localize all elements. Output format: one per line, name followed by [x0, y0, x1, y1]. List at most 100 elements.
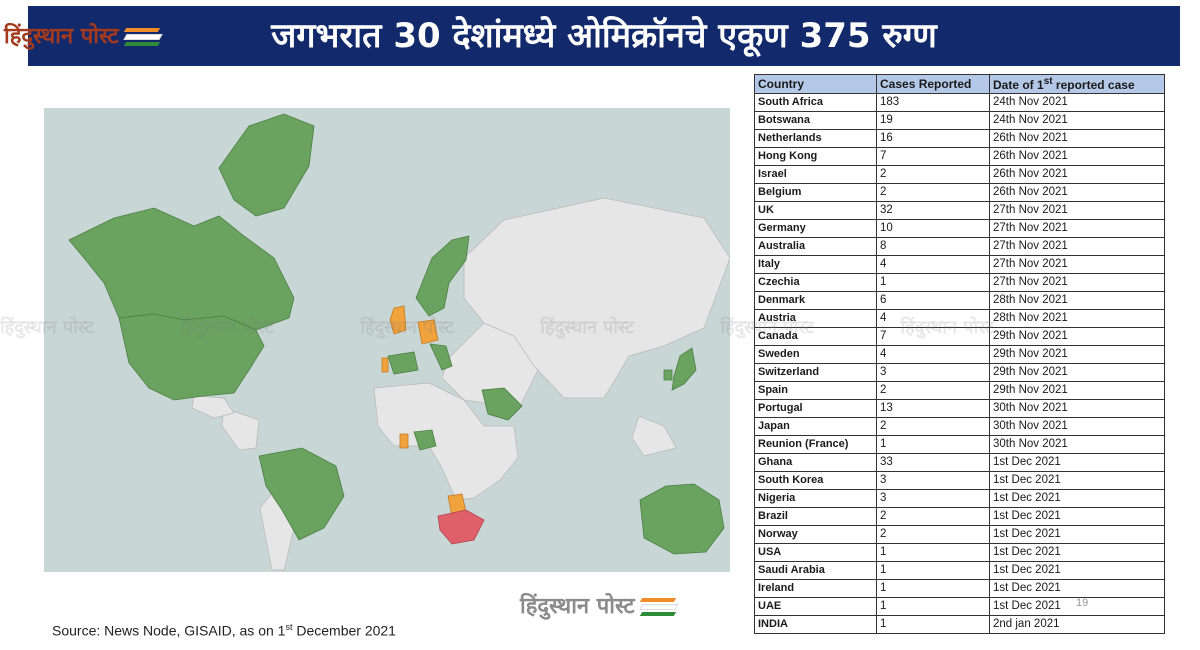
cell-country: Austria [754, 309, 877, 328]
cell-country: Portugal [754, 399, 877, 418]
cell-country: South Africa [754, 93, 877, 112]
cell-date: 27th Nov 2021 [989, 201, 1165, 220]
table-row: Belgium 2 26th Nov 2021 [754, 183, 1165, 202]
cell-date: 27th Nov 2021 [989, 219, 1165, 238]
table-row: Denmark 6 28th Nov 2021 [754, 291, 1165, 310]
table-row: Norway 2 1st Dec 2021 [754, 525, 1165, 544]
map-south-africa [437, 509, 485, 545]
table-row: Czechia 1 27th Nov 2021 [754, 273, 1165, 292]
header-date-label: Date of 1 [993, 78, 1044, 92]
cell-country: UAE [754, 597, 877, 616]
cell-country: Netherlands [754, 129, 877, 148]
cell-date: 1st Dec 2021 [989, 525, 1165, 544]
cell-cases: 1 [876, 273, 990, 292]
map-portugal [381, 357, 389, 373]
table-row: INDIA 1 2nd jan 2021 [754, 615, 1165, 634]
table-row: Saudi Arabia 1 1st Dec 2021 [754, 561, 1165, 580]
cell-country: Israel [754, 165, 877, 184]
flag-stripes-icon [122, 26, 163, 48]
map-japan [671, 347, 697, 391]
table-row: South Korea 3 1st Dec 2021 [754, 471, 1165, 490]
table-row: USA 1 1st Dec 2021 [754, 543, 1165, 562]
cell-date: 1st Dec 2021 [989, 543, 1165, 562]
cell-cases: 1 [876, 615, 990, 634]
cell-date: 27th Nov 2021 [989, 237, 1165, 256]
cell-cases: 19 [876, 111, 990, 130]
cell-date: 1st Dec 2021 [989, 561, 1165, 580]
table-row: Ireland 1 1st Dec 2021 [754, 579, 1165, 598]
flag-stripes-icon [638, 596, 679, 618]
cases-table: Country Cases Reported Date of 1st repor… [754, 74, 1165, 634]
cell-country: Italy [754, 255, 877, 274]
table-header-row: Country Cases Reported Date of 1st repor… [754, 74, 1165, 94]
cell-country: Switzerland [754, 363, 877, 382]
table-body: South Africa 183 24th Nov 2021 Botswana 19 24… [754, 93, 1165, 634]
table-row: Portugal 13 30th Nov 2021 [754, 399, 1165, 418]
table-row: Reunion (France) 1 30th Nov 2021 [754, 435, 1165, 454]
cell-country: USA [754, 543, 877, 562]
cell-date: 26th Nov 2021 [989, 183, 1165, 202]
cell-country: Saudi Arabia [754, 561, 877, 580]
cell-date: 29th Nov 2021 [989, 345, 1165, 364]
map-italy [429, 343, 453, 371]
cell-date: 24th Nov 2021 [989, 111, 1165, 130]
cell-date: 29th Nov 2021 [989, 327, 1165, 346]
cell-date: 28th Nov 2021 [989, 291, 1165, 310]
cases-table-container: Country Cases Reported Date of 1st repor… [754, 74, 1165, 634]
table-row: Sweden 4 29th Nov 2021 [754, 345, 1165, 364]
map-canada [68, 207, 295, 331]
cell-country: UK [754, 201, 877, 220]
table-row: Australia 8 27th Nov 2021 [754, 237, 1165, 256]
map-brazil [258, 447, 345, 541]
cell-cases: 2 [876, 417, 990, 436]
map-saudi-arabia [481, 387, 523, 421]
header-cases: Cases Reported [876, 74, 990, 94]
map-norway-sweden [415, 235, 470, 317]
title-banner: जगभरात 30 देशांमध्ये ओमिक्रॉनचे एकूण 375… [28, 6, 1180, 66]
cell-date: 29th Nov 2021 [989, 381, 1165, 400]
cell-cases: 183 [876, 93, 990, 112]
cell-cases: 3 [876, 471, 990, 490]
cell-cases: 6 [876, 291, 990, 310]
cell-country: South Korea [754, 471, 877, 490]
cell-cases: 2 [876, 525, 990, 544]
cell-cases: 7 [876, 147, 990, 166]
cell-cases: 8 [876, 237, 990, 256]
cell-country: Ireland [754, 579, 877, 598]
header-date-sup: st [1043, 76, 1053, 87]
cell-cases: 1 [876, 561, 990, 580]
cell-date: 24th Nov 2021 [989, 93, 1165, 112]
cell-cases: 7 [876, 327, 990, 346]
cell-cases: 1 [876, 579, 990, 598]
cell-cases: 2 [876, 381, 990, 400]
table-row: Netherlands 16 26th Nov 2021 [754, 129, 1165, 148]
map-nigeria [413, 429, 437, 451]
table-row: Germany 10 27th Nov 2021 [754, 219, 1165, 238]
header-date-tail: reported case [1052, 78, 1135, 92]
map-usa [118, 313, 265, 401]
cell-country: Ghana [754, 453, 877, 472]
cell-cases: 2 [876, 507, 990, 526]
map-greenland [218, 113, 315, 217]
land-cases [68, 113, 725, 555]
cell-date: 1st Dec 2021 [989, 489, 1165, 508]
cell-date: 2nd jan 2021 [989, 615, 1165, 634]
brand-logo: हिंदुस्थान पोस्ट [4, 20, 163, 50]
cell-cases: 13 [876, 399, 990, 418]
source-tail: December 2021 [292, 622, 396, 639]
table-row: Israel 2 26th Nov 2021 [754, 165, 1165, 184]
table-row: Switzerland 3 29th Nov 2021 [754, 363, 1165, 382]
table-row: Ghana 33 1st Dec 2021 [754, 453, 1165, 472]
source-note: Source: News Node, GISAID, as on 1st Dec… [52, 622, 396, 639]
map-germany [417, 319, 439, 345]
logo-text: हिंदुस्थान पोस्ट [4, 24, 119, 49]
page-title: जगभरात 30 देशांमध्ये ओमिक्रॉनचे एकूण 375… [271, 16, 937, 56]
table-row: Italy 4 27th Nov 2021 [754, 255, 1165, 274]
cell-cases: 2 [876, 183, 990, 202]
table-row: Hong Kong 7 26th Nov 2021 [754, 147, 1165, 166]
map-south-korea [663, 369, 673, 381]
cell-cases: 33 [876, 453, 990, 472]
land-no-cases [191, 197, 730, 571]
cell-country: Japan [754, 417, 877, 436]
cell-country: Australia [754, 237, 877, 256]
